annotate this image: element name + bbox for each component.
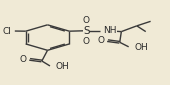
Text: O: O (20, 55, 27, 64)
Text: OH: OH (55, 62, 69, 71)
Text: O: O (82, 37, 89, 46)
Text: OH: OH (134, 43, 148, 52)
Text: S: S (83, 26, 90, 36)
Text: Cl: Cl (2, 27, 11, 36)
Text: O: O (82, 16, 89, 25)
Text: NH: NH (104, 26, 117, 35)
Text: O: O (98, 36, 105, 45)
